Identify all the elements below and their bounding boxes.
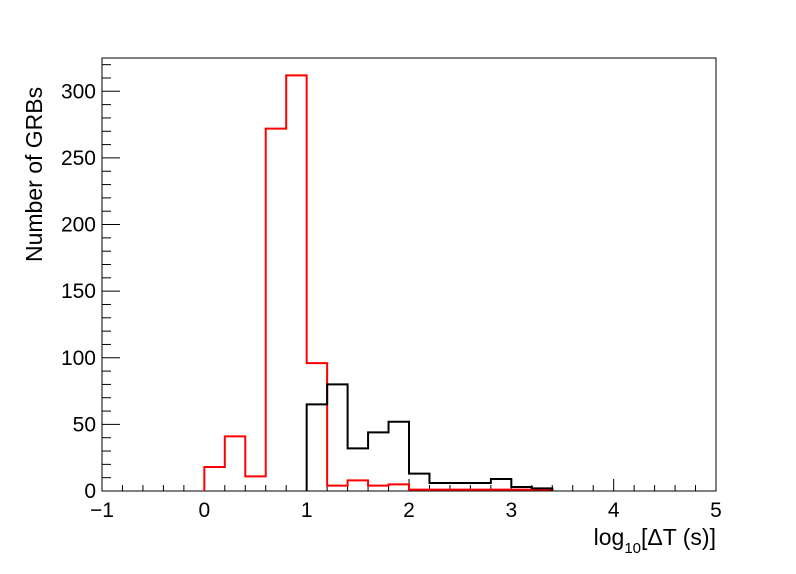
y-axis-title: Number of GRBs bbox=[21, 87, 47, 262]
series-1-bin bbox=[470, 483, 490, 491]
x-axis-title-subscript: 10 bbox=[624, 540, 641, 557]
series-1-bin bbox=[409, 474, 429, 491]
x-tick-label: 5 bbox=[710, 499, 722, 522]
series-1-bin bbox=[429, 483, 449, 491]
series-1-bin bbox=[450, 483, 470, 491]
x-tick-label: −1 bbox=[90, 499, 114, 522]
series-1-bin bbox=[511, 487, 531, 491]
series-0-bin bbox=[225, 436, 245, 491]
series-0-bin bbox=[266, 129, 286, 491]
series-1-outline bbox=[305, 383, 554, 491]
series-1-bin bbox=[532, 488, 552, 491]
y-tick-label: 100 bbox=[61, 347, 96, 370]
series-1-bin bbox=[327, 384, 347, 491]
series-1-bin bbox=[368, 432, 388, 491]
series-1-bin bbox=[348, 448, 368, 491]
y-tick-label: 200 bbox=[61, 214, 96, 237]
x-tick-label: 2 bbox=[403, 499, 415, 522]
y-tick-label: 300 bbox=[61, 80, 96, 103]
x-tick-label: 1 bbox=[301, 499, 313, 522]
x-tick-label: 3 bbox=[505, 499, 517, 522]
series-0-bin bbox=[245, 476, 265, 491]
series-1-bin bbox=[307, 404, 327, 491]
series-0-bin bbox=[286, 75, 306, 491]
x-tick-label: 4 bbox=[608, 499, 620, 522]
series-0-bin bbox=[204, 467, 224, 491]
series-1-bin bbox=[491, 479, 511, 491]
x-axis-title-prefix: log bbox=[594, 524, 625, 550]
series-0-outline bbox=[203, 74, 554, 491]
y-tick-label: 0 bbox=[84, 480, 96, 503]
x-tick-label: 0 bbox=[198, 499, 210, 522]
y-tick-label: 50 bbox=[73, 413, 96, 436]
x-axis-title-suffix: [ΔT (s)] bbox=[641, 524, 716, 550]
series-layer bbox=[203, 74, 554, 491]
y-tick-label: 250 bbox=[61, 147, 96, 170]
y-tick-label: 150 bbox=[61, 280, 96, 303]
x-axis-title: log10[ΔT (s)] bbox=[594, 524, 716, 557]
series-1-bin bbox=[389, 422, 409, 491]
